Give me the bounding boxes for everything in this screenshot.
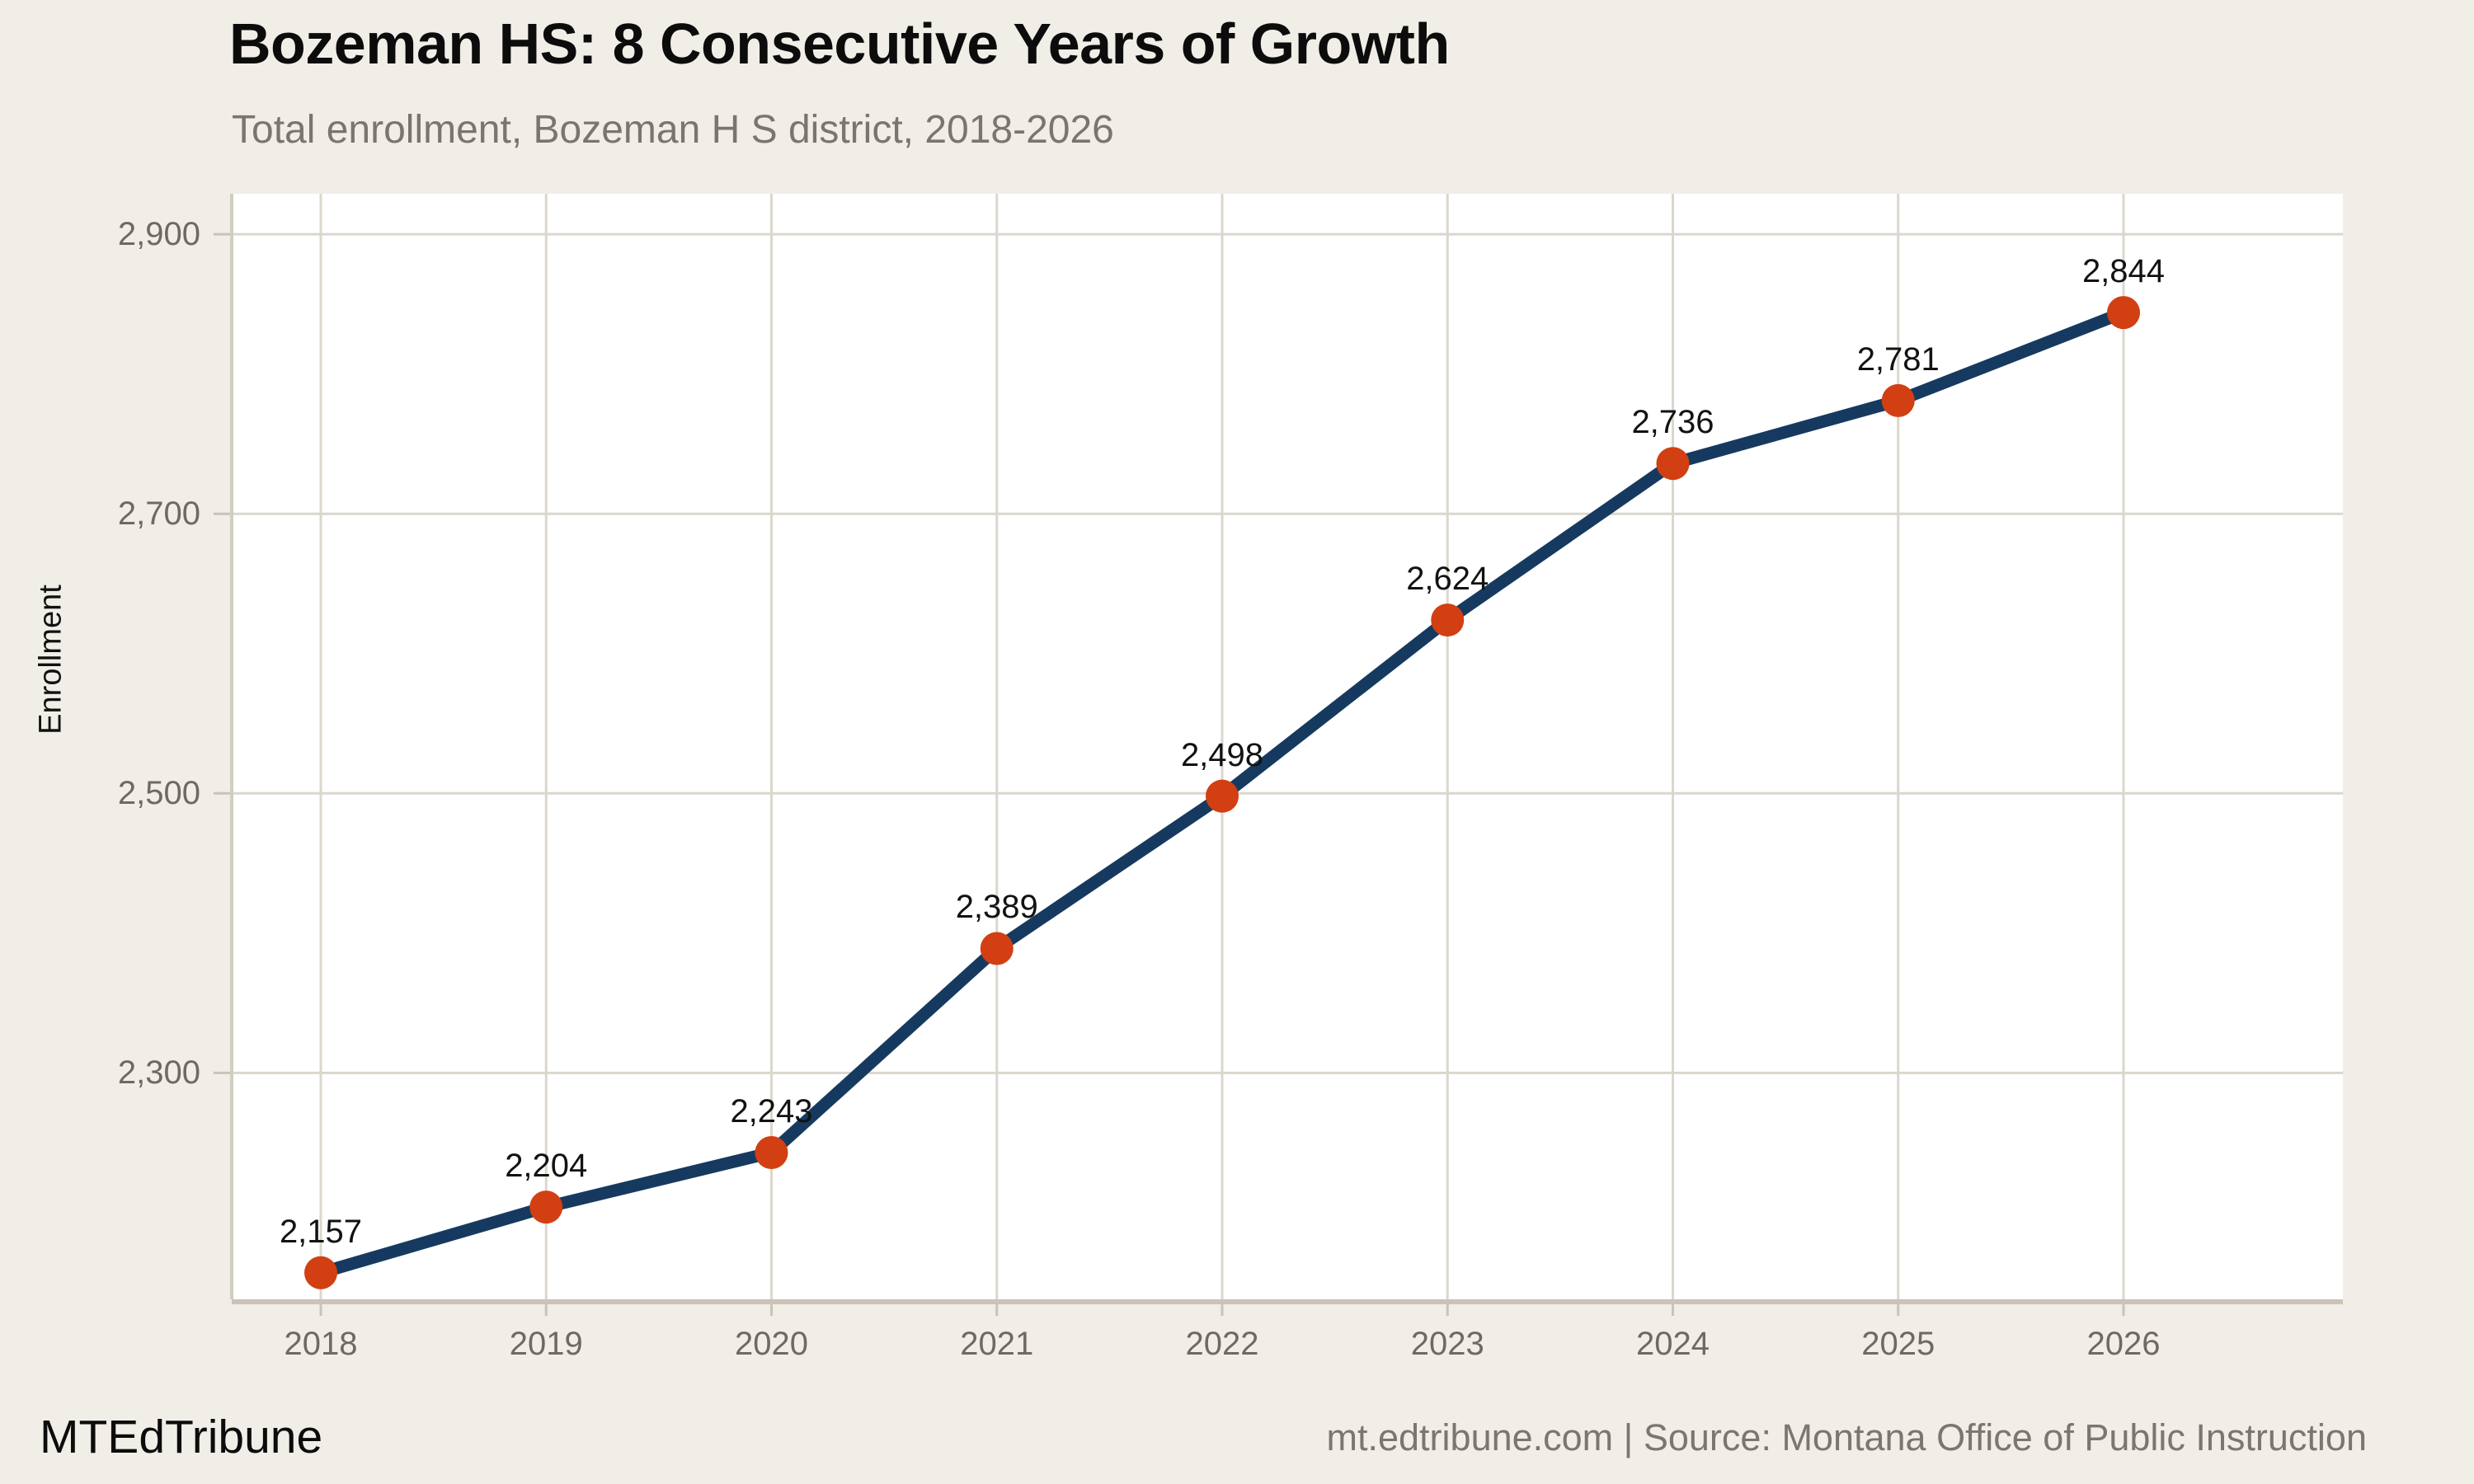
- x-tick-label: 2019: [509, 1326, 583, 1362]
- chart-subtitle: Total enrollment, Bozeman H S district, …: [232, 108, 1114, 152]
- data-point-label: 2,498: [1180, 736, 1264, 773]
- data-point: [304, 1256, 337, 1289]
- x-tick-label: 2018: [284, 1326, 358, 1362]
- y-tick-label: 2,700: [117, 495, 200, 533]
- data-point-label: 2,736: [1631, 404, 1714, 441]
- data-point: [755, 1135, 788, 1169]
- y-tick-label: 2,300: [117, 1054, 200, 1092]
- x-tick-label: 2021: [960, 1326, 1034, 1362]
- y-tick-label: 2,500: [117, 775, 200, 812]
- data-point: [1206, 779, 1239, 813]
- data-point: [980, 932, 1014, 965]
- data-point-label: 2,204: [505, 1148, 588, 1185]
- data-point: [2107, 296, 2140, 330]
- data-point: [1656, 447, 1690, 481]
- x-tick-label: 2022: [1185, 1326, 1259, 1362]
- footer-brand: MTEdTribune: [40, 1411, 323, 1463]
- data-point: [1431, 603, 1465, 637]
- x-tick-label: 2024: [1636, 1326, 1710, 1362]
- x-tick-label: 2023: [1410, 1326, 1484, 1362]
- footer-source: mt.edtribune.com | Source: Montana Offic…: [1326, 1416, 2367, 1458]
- y-tick-label: 2,900: [117, 216, 200, 253]
- data-point-label: 2,844: [2081, 253, 2166, 290]
- data-point: [529, 1190, 563, 1224]
- data-point-label: 2,243: [730, 1092, 813, 1129]
- data-point-label: 2,624: [1406, 561, 1489, 598]
- x-tick-label: 2025: [1861, 1326, 1935, 1362]
- data-point-label: 2,157: [279, 1213, 363, 1250]
- x-tick-label: 2020: [735, 1326, 808, 1362]
- x-tick-label: 2026: [2086, 1326, 2161, 1362]
- data-point-label: 2,781: [1856, 340, 1940, 378]
- chart-title: Bozeman HS: 8 Consecutive Years of Growt…: [229, 12, 1450, 76]
- data-point-label: 2,389: [955, 889, 1038, 926]
- data-point: [1881, 383, 1915, 417]
